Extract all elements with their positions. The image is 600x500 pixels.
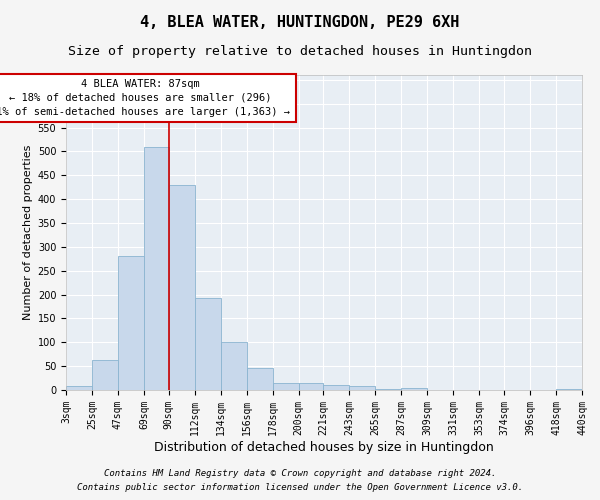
Bar — [66, 386, 92, 390]
Bar — [92, 360, 118, 390]
Bar — [556, 389, 582, 390]
Bar — [247, 368, 272, 390]
Bar — [349, 386, 376, 390]
Text: Contains HM Land Registry data © Crown copyright and database right 2024.: Contains HM Land Registry data © Crown c… — [104, 468, 496, 477]
Bar — [221, 342, 247, 390]
Bar — [272, 383, 299, 390]
Text: 4, BLEA WATER, HUNTINGDON, PE29 6XH: 4, BLEA WATER, HUNTINGDON, PE29 6XH — [140, 15, 460, 30]
Bar — [401, 388, 427, 390]
Text: Size of property relative to detached houses in Huntingdon: Size of property relative to detached ho… — [68, 45, 532, 58]
Text: Contains public sector information licensed under the Open Government Licence v3: Contains public sector information licen… — [77, 484, 523, 492]
Bar — [144, 146, 169, 390]
Y-axis label: Number of detached properties: Number of detached properties — [23, 145, 34, 320]
Bar — [169, 185, 195, 390]
Text: 4 BLEA WATER: 87sqm
← 18% of detached houses are smaller (296)
81% of semi-detac: 4 BLEA WATER: 87sqm ← 18% of detached ho… — [0, 79, 290, 117]
Bar — [299, 383, 323, 390]
Bar — [118, 256, 144, 390]
Bar — [323, 385, 349, 390]
Bar — [376, 388, 401, 390]
Bar — [195, 298, 221, 390]
X-axis label: Distribution of detached houses by size in Huntingdon: Distribution of detached houses by size … — [154, 440, 494, 454]
